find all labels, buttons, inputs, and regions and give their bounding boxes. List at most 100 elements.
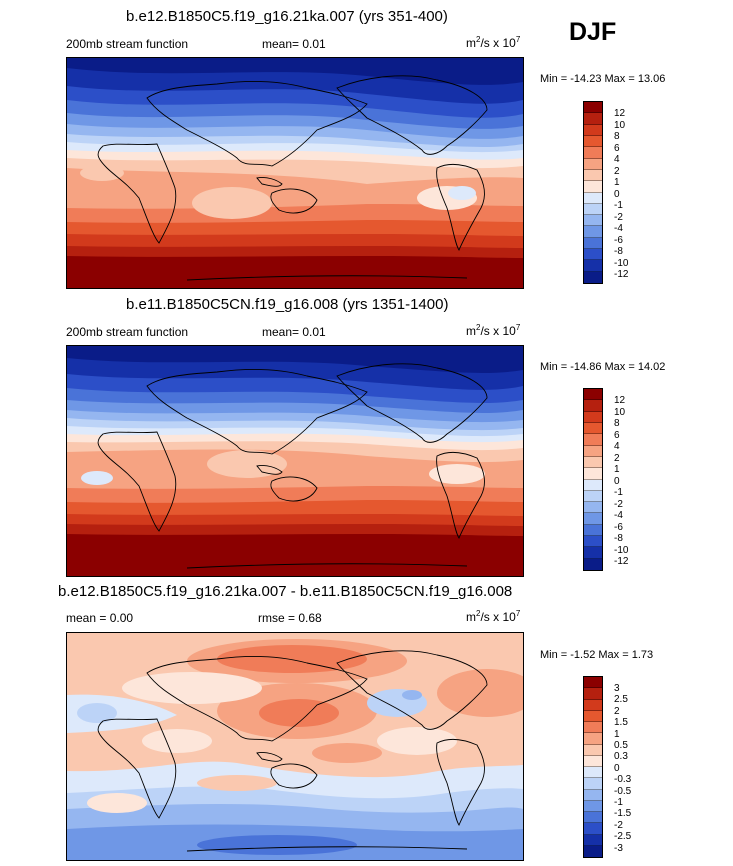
colorbar-swatch	[584, 677, 602, 689]
panel3-rmse-label: rmse = 0.68	[258, 611, 322, 625]
colorbar-swatch	[584, 158, 602, 170]
panel1-mean-label: mean= 0.01	[262, 37, 326, 51]
colorbar-label: -2	[614, 498, 623, 510]
colorbar-label: -4	[614, 510, 623, 521]
colorbar-swatch	[584, 755, 602, 767]
colorbar-swatch	[584, 490, 602, 503]
colorbar-label: 1.5	[614, 717, 628, 729]
panel1-colorbar	[583, 101, 603, 284]
panel1-map	[66, 57, 524, 289]
panel1-left-label: 200mb stream function	[66, 37, 189, 51]
colorbar-swatch	[584, 834, 602, 846]
colorbar-label: -12	[614, 556, 629, 567]
colorbar-swatch	[584, 135, 602, 148]
panel1-coastlines	[97, 75, 488, 281]
panel2-units: m2/s x 107	[466, 323, 521, 338]
colorbar-swatch	[584, 400, 602, 412]
colorbar-label: 12	[614, 395, 626, 406]
colorbar-label: -0.3	[614, 774, 632, 786]
colorbar-swatch	[584, 778, 602, 790]
panel2-colorbar	[583, 388, 603, 571]
colorbar-label: -2.5	[614, 831, 632, 843]
colorbar-label: 6	[614, 142, 620, 154]
colorbar-label: 2.5	[614, 694, 628, 706]
colorbar-swatch	[584, 479, 602, 491]
colorbar-label: 1	[614, 728, 620, 740]
panel3-minmax: Min = -1.52 Max = 1.73	[540, 649, 654, 661]
colorbar-label: -3	[614, 842, 623, 854]
colorbar-swatch	[584, 102, 602, 114]
colorbar-label: 3	[614, 683, 620, 694]
colorbar-swatch	[584, 710, 602, 722]
colorbar-swatch	[584, 789, 602, 801]
colorbar-swatch	[584, 456, 602, 469]
colorbar-swatch	[584, 547, 602, 559]
panel3-units: m2/s x 107	[466, 609, 521, 624]
colorbar-swatch	[584, 147, 602, 159]
colorbar-label: 8	[614, 131, 620, 142]
colorbar-label: 12	[614, 108, 626, 119]
colorbar-label: 2	[614, 705, 620, 717]
colorbar-swatch	[584, 260, 602, 272]
colorbar-label: 1	[614, 464, 620, 475]
colorbar-label: -8	[614, 533, 623, 544]
panel1-title: b.e12.B1850C5.f19_g16.21ka.007 (yrs 351-…	[126, 8, 448, 25]
colorbar-swatch	[584, 502, 602, 514]
panel3-coastlines	[97, 650, 488, 852]
panel2-contour-field	[67, 346, 523, 576]
colorbar-label: 0	[614, 762, 620, 774]
colorbar-swatch	[584, 192, 602, 204]
colorbar-swatch	[584, 688, 602, 700]
colorbar-label: 0	[614, 188, 620, 200]
panel3-title: b.e12.B1850C5.f19_g16.21ka.007 - b.e11.B…	[58, 583, 513, 600]
colorbar-swatch	[584, 181, 602, 193]
colorbar-swatch	[584, 237, 602, 250]
colorbar-swatch	[584, 411, 602, 423]
colorbar-swatch	[584, 389, 602, 401]
colorbar-label: -0.5	[614, 785, 632, 797]
colorbar-label: -1	[614, 797, 623, 808]
colorbar-label: -1	[614, 200, 623, 211]
colorbar-label: 0.3	[614, 751, 628, 763]
colorbar-label: 10	[614, 406, 626, 418]
colorbar-swatch	[584, 513, 602, 525]
panel3-mean-label: mean = 0.00	[66, 611, 134, 625]
colorbar-swatch	[584, 434, 602, 446]
panel2-mean-label: mean= 0.01	[262, 325, 326, 339]
colorbar-swatch	[584, 468, 602, 480]
colorbar-swatch	[584, 203, 602, 216]
colorbar-swatch	[584, 733, 602, 745]
colorbar-swatch	[584, 271, 602, 283]
colorbar-swatch	[584, 767, 602, 779]
panel1-contour-field	[67, 58, 523, 288]
colorbar-swatch	[584, 113, 602, 125]
colorbar-label: 4	[614, 154, 620, 165]
colorbar-swatch	[584, 558, 602, 570]
colorbar-swatch	[584, 249, 602, 261]
colorbar-swatch	[584, 524, 602, 537]
panel3-colorbar	[583, 676, 603, 858]
colorbar-label: -6	[614, 521, 623, 533]
colorbar-label: 4	[614, 441, 620, 452]
colorbar-swatch	[584, 800, 602, 812]
colorbar-swatch	[584, 845, 602, 857]
colorbar-label: 0.5	[614, 740, 628, 751]
colorbar-label: -10	[614, 544, 629, 556]
colorbar-label: -1.5	[614, 808, 632, 820]
panel2-minmax: Min = -14.86 Max = 14.02	[540, 361, 666, 373]
colorbar-swatch	[584, 124, 602, 136]
season-label: DJF	[569, 18, 617, 46]
panel2-coastlines	[97, 363, 488, 569]
colorbar-label: -12	[614, 269, 629, 280]
colorbar-swatch	[584, 445, 602, 457]
colorbar-label: 6	[614, 429, 620, 441]
colorbar-label: -4	[614, 223, 623, 234]
colorbar-swatch	[584, 169, 602, 182]
panel1-units: m2/s x 107	[466, 35, 521, 50]
colorbar-label: -2	[614, 211, 623, 223]
colorbar-swatch	[584, 812, 602, 824]
colorbar-swatch	[584, 422, 602, 435]
colorbar-swatch	[584, 536, 602, 548]
colorbar-label: -10	[614, 257, 629, 269]
panel2-map	[66, 345, 524, 577]
